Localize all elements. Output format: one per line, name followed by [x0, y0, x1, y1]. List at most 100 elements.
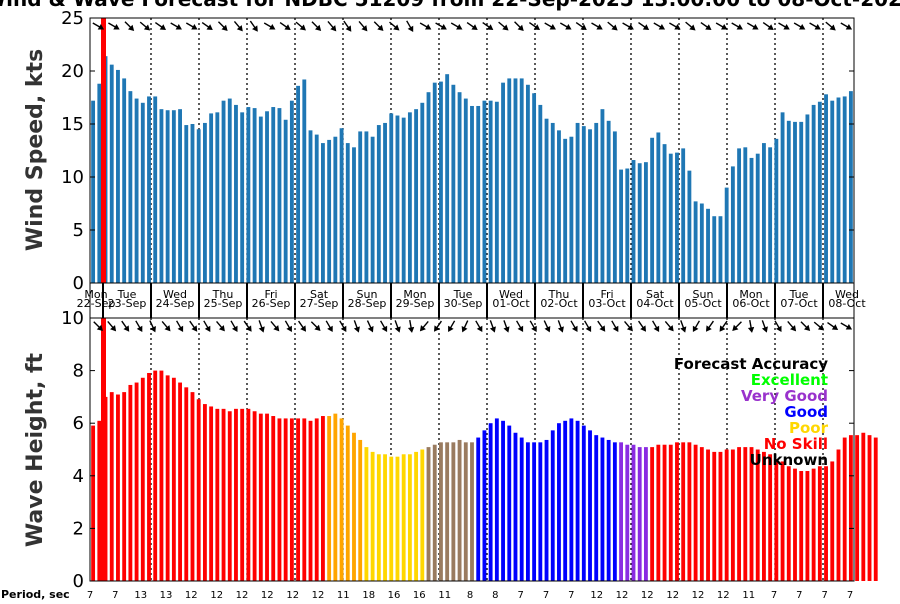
- day-date-label: 26-Sep: [252, 297, 291, 310]
- bar: [662, 444, 667, 581]
- bar: [538, 442, 543, 581]
- bar: [321, 143, 325, 283]
- bar: [588, 430, 592, 581]
- bar: [544, 439, 549, 581]
- bar: [762, 143, 766, 283]
- direction-arrow: [310, 321, 321, 331]
- y-tick-label: 8: [73, 361, 84, 382]
- arrow-head: [448, 325, 454, 333]
- bar: [165, 375, 170, 581]
- direction-arrow: [343, 20, 352, 32]
- bar: [376, 125, 381, 283]
- period-value: 12: [261, 590, 274, 600]
- bar: [463, 442, 468, 581]
- bar: [289, 100, 294, 284]
- wave-y-ticks: 0 2 4 6 8 10: [61, 308, 854, 592]
- day-name-label: Sat: [310, 288, 329, 301]
- bar: [364, 131, 369, 283]
- direction-arrow: [161, 320, 171, 332]
- direction-arrow: [389, 21, 400, 31]
- bar: [159, 109, 164, 283]
- direction-arrow: [570, 320, 578, 333]
- bar: [451, 442, 456, 581]
- bar: [383, 454, 387, 581]
- bar: [97, 420, 102, 581]
- arrow-head: [175, 23, 182, 30]
- legend-poor: Poor: [789, 419, 829, 437]
- bar: [687, 442, 692, 581]
- day-date-label: 28-Sep: [348, 297, 387, 310]
- bar: [116, 394, 120, 581]
- legend-no-skill: No Skill: [764, 435, 828, 453]
- bar: [501, 82, 505, 283]
- arrow-head: [705, 325, 712, 332]
- wind-direction-arrows: [92, 20, 853, 33]
- arrow-head: [803, 324, 811, 331]
- bar: [153, 370, 158, 581]
- arrow-head: [97, 23, 105, 30]
- arrow-head: [150, 326, 156, 333]
- bar: [376, 454, 381, 581]
- bar: [768, 454, 773, 581]
- direction-arrow: [366, 320, 374, 333]
- arrow-head: [299, 24, 306, 31]
- arrow-head: [440, 23, 447, 30]
- arrow-head: [204, 325, 211, 333]
- arrow-head: [258, 326, 265, 333]
- accuracy-legend: Forecast Accuracy Excellent Very Good Go…: [674, 355, 829, 469]
- bar: [643, 447, 648, 581]
- arrow-head: [585, 325, 592, 333]
- bar: [252, 108, 257, 283]
- arrow-head: [191, 23, 198, 30]
- bar: [401, 117, 406, 283]
- day-name-label: Wed: [499, 288, 523, 301]
- direction-arrow: [216, 320, 225, 332]
- direction-arrow: [680, 320, 687, 333]
- direction-arrow: [700, 21, 712, 31]
- arrow-head: [314, 24, 322, 31]
- bar: [507, 78, 512, 283]
- bar: [817, 101, 822, 284]
- bar: [681, 148, 686, 283]
- arrow-head: [658, 23, 666, 30]
- period-value: 12: [236, 590, 249, 600]
- direction-arrow: [622, 22, 634, 30]
- direction-arrow: [92, 22, 105, 30]
- arrow-head: [245, 325, 252, 332]
- arrow-head: [736, 23, 743, 30]
- bar: [439, 81, 443, 283]
- bar: [476, 105, 481, 283]
- arrow-head: [300, 325, 307, 332]
- day-name-label: Tue: [453, 288, 473, 301]
- direction-arrow: [747, 319, 755, 333]
- direction-arrow: [108, 22, 120, 30]
- direction-arrow: [719, 320, 728, 332]
- bar: [91, 425, 96, 581]
- period-value: 7: [518, 590, 524, 600]
- bar: [128, 384, 133, 581]
- bar: [470, 105, 474, 283]
- arrow-head: [611, 24, 618, 31]
- arrow-head: [752, 23, 759, 30]
- bar: [171, 110, 176, 283]
- arrow-head: [110, 325, 117, 332]
- bar: [432, 82, 437, 283]
- bar: [401, 454, 406, 581]
- bar: [873, 437, 878, 581]
- direction-arrow: [461, 320, 469, 333]
- day-name-label: Thu: [548, 288, 570, 301]
- bar: [656, 444, 661, 581]
- bar: [258, 116, 263, 283]
- y-tick-label: 4: [73, 466, 84, 487]
- direction-arrow: [503, 320, 510, 333]
- bar: [755, 153, 760, 283]
- wave-now-marker: [101, 318, 106, 581]
- bar: [575, 122, 580, 283]
- bar: [463, 98, 468, 283]
- bar: [699, 203, 704, 283]
- direction-arrow: [611, 320, 619, 333]
- bar: [395, 456, 400, 581]
- direction-arrow: [124, 21, 135, 31]
- bar: [712, 451, 717, 581]
- bar: [830, 461, 835, 581]
